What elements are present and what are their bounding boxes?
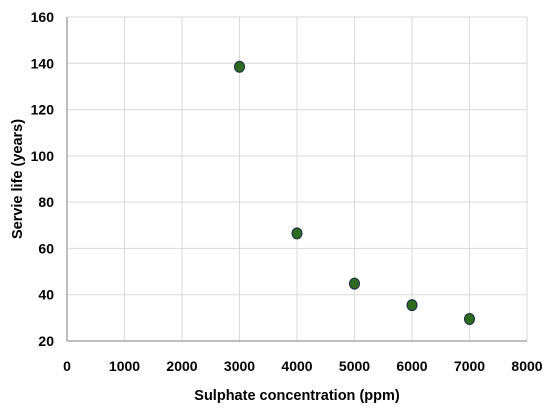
data-point xyxy=(406,299,418,312)
axes xyxy=(66,17,527,342)
x-tick-label: 4000 xyxy=(281,358,312,374)
y-axis-title: Servie life (years) xyxy=(10,119,26,239)
y-tick-label: 120 xyxy=(31,102,55,118)
x-tick-label: 6000 xyxy=(396,358,427,374)
x-tick-label: 5000 xyxy=(339,358,370,374)
gridlines xyxy=(67,16,528,341)
x-tick-label: 1000 xyxy=(109,358,140,374)
x-tick-label: 0 xyxy=(63,358,71,374)
data-point xyxy=(291,227,303,240)
y-tick-label: 80 xyxy=(38,194,54,210)
x-axis-title: Sulphate concentration (ppm) xyxy=(194,388,400,404)
data-point xyxy=(464,313,475,326)
x-tick-label: 2000 xyxy=(166,358,197,374)
data-point xyxy=(349,277,360,290)
y-tick-label: 100 xyxy=(31,148,55,164)
x-tick-label: 3000 xyxy=(224,358,255,374)
x-tick-label: 8000 xyxy=(511,358,542,374)
y-tick-label: 40 xyxy=(38,287,54,303)
y-tick-label: 20 xyxy=(38,333,54,349)
tick-labels: 0 1000 2000 3000 4000 5000 6000 7000 8000 20 40 60 8… xyxy=(31,9,543,374)
data-point xyxy=(234,60,245,73)
y-tick-label: 140 xyxy=(31,55,55,71)
y-tick-label: 160 xyxy=(31,9,55,25)
data-points xyxy=(234,60,475,326)
y-tick-label: 60 xyxy=(38,240,54,256)
x-tick-label: 7000 xyxy=(454,358,485,374)
